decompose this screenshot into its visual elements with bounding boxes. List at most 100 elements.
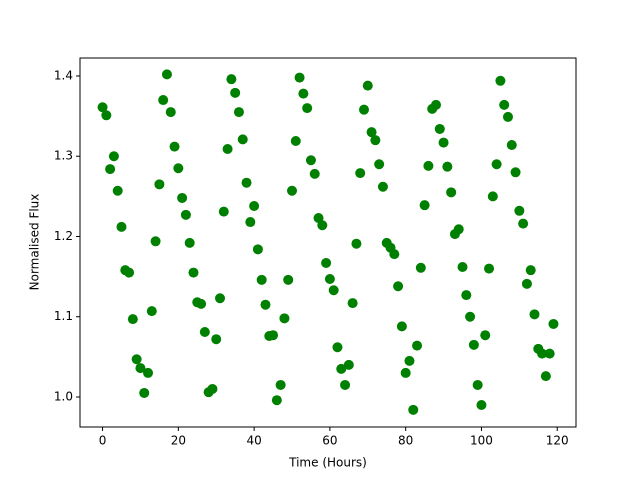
point (521, 278, 532, 289)
point (199, 326, 210, 337)
point (442, 161, 453, 172)
point (131, 354, 142, 365)
point (97, 102, 108, 113)
point (188, 267, 199, 278)
y-axis-label: Normalised Flux (28, 194, 42, 291)
point (305, 155, 316, 166)
point (226, 74, 237, 85)
x-tick-label: 100 (470, 434, 493, 448)
point (430, 99, 441, 110)
point (499, 99, 510, 110)
point (446, 187, 457, 198)
point (173, 163, 184, 174)
point (480, 330, 491, 341)
point (139, 387, 150, 398)
point (537, 348, 548, 359)
point (309, 168, 320, 179)
point (245, 217, 256, 228)
point (472, 379, 483, 390)
axes-frame (79, 57, 577, 428)
point (116, 221, 127, 232)
x-tick-label: 120 (546, 434, 569, 448)
point (400, 367, 411, 378)
x-tick-label: 60 (322, 434, 337, 448)
point (218, 206, 229, 217)
point (294, 72, 305, 83)
point (317, 220, 328, 231)
point (321, 257, 332, 268)
point (362, 80, 373, 91)
point (540, 371, 551, 382)
point (419, 200, 430, 211)
point (260, 299, 271, 310)
point (408, 404, 419, 415)
point (290, 135, 301, 146)
x-tick-label: 0 (99, 434, 107, 448)
y-tick-label: 1.4 (54, 68, 73, 82)
point (211, 334, 222, 345)
point (502, 111, 513, 122)
point (377, 181, 388, 192)
point (423, 160, 434, 171)
point (415, 262, 426, 273)
point (351, 238, 362, 249)
point (525, 265, 536, 276)
point (393, 281, 404, 292)
x-axis-label: Time (Hours) (288, 456, 367, 470)
point (275, 379, 286, 390)
y-tick-label: 1.3 (54, 149, 73, 163)
point (241, 177, 252, 188)
point (230, 87, 241, 98)
point (215, 293, 226, 304)
point (465, 311, 476, 322)
point (366, 127, 377, 138)
point (396, 321, 407, 332)
point (510, 167, 521, 178)
point (196, 298, 207, 309)
point (438, 137, 449, 148)
point (180, 209, 191, 220)
point (336, 363, 347, 374)
point (279, 313, 290, 324)
point (343, 359, 354, 370)
point (154, 179, 165, 190)
point (461, 290, 472, 301)
x-tick-label: 80 (398, 434, 413, 448)
point (135, 363, 146, 374)
point (487, 191, 498, 202)
point (233, 107, 244, 118)
point (412, 340, 423, 351)
point (222, 144, 233, 155)
point (476, 400, 487, 411)
point (169, 141, 180, 152)
point (328, 285, 339, 296)
point (268, 330, 279, 341)
point (127, 314, 138, 325)
point (491, 159, 502, 170)
x-tick-label: 40 (246, 434, 261, 448)
point (457, 261, 468, 272)
point (347, 298, 358, 309)
point (287, 185, 298, 196)
point (529, 309, 540, 320)
point (150, 236, 161, 247)
y-tick-label: 1.1 (54, 309, 73, 323)
point (105, 164, 116, 175)
point (124, 267, 135, 278)
point (271, 395, 282, 406)
point (389, 249, 400, 260)
point (453, 224, 464, 235)
point (112, 185, 123, 196)
point (177, 192, 188, 203)
point (518, 218, 529, 229)
point (252, 244, 263, 255)
point (358, 104, 369, 115)
point (283, 274, 294, 285)
point (355, 168, 366, 179)
point (484, 263, 495, 274)
point (249, 200, 260, 211)
y-tick-label: 1.0 (54, 389, 73, 403)
point (207, 383, 218, 394)
point (256, 274, 267, 285)
point (514, 205, 525, 216)
